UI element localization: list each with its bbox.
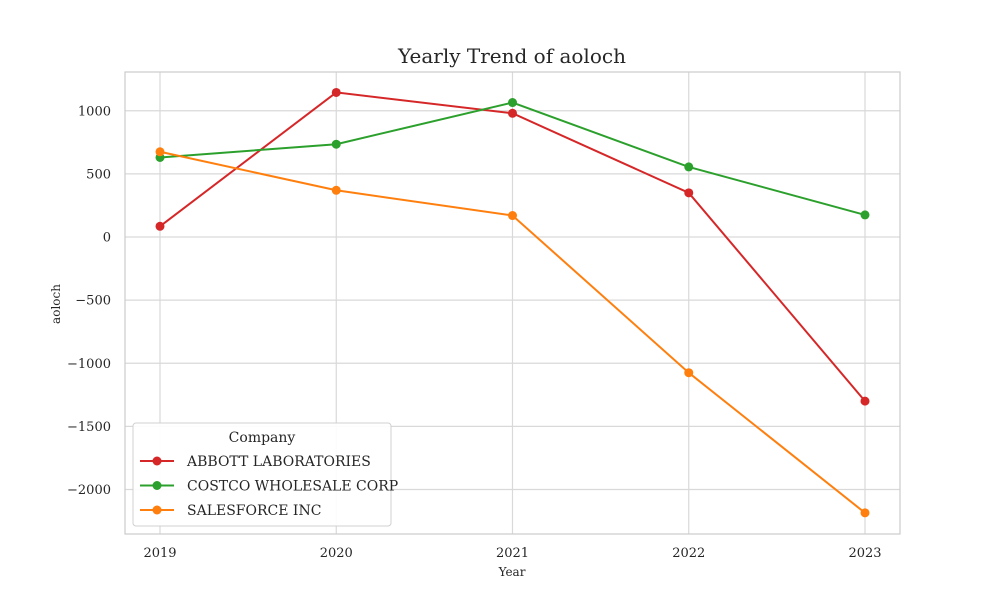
- y-tick-label: −1000: [67, 357, 111, 372]
- x-tick-label: 2020: [320, 546, 353, 561]
- legend-box: [132, 422, 392, 527]
- legend-item: COSTCO WHOLESALE CORP: [140, 479, 398, 495]
- legend-item: ABBOTT LABORATORIES: [140, 454, 371, 470]
- series-2: [155, 147, 870, 518]
- legend-label: ABBOTT LABORATORIES: [186, 454, 371, 470]
- x-tick-label: 2022: [672, 546, 705, 561]
- y-axis-ticks: 1000 500 0 −500 −1000 −1500 −2000: [67, 104, 111, 498]
- y-axis-label: aoloch: [49, 284, 63, 324]
- data-point: [508, 211, 517, 221]
- x-axis-ticks: 2019 2020 2021 2022 2023: [143, 546, 881, 561]
- data-point: [860, 210, 870, 220]
- x-tick-label: 2019: [143, 546, 176, 561]
- x-axis-label: Year: [498, 565, 526, 579]
- legend-items: ABBOTT LABORATORIES COSTCO WHOLESALE CORP…: [140, 454, 398, 519]
- data-point: [684, 162, 694, 172]
- series-0: [155, 87, 870, 406]
- data-point: [860, 508, 870, 518]
- legend-title: Company: [229, 430, 296, 446]
- data-point: [508, 98, 517, 108]
- data-point: [331, 185, 341, 195]
- legend-swatch-marker: [152, 505, 162, 515]
- y-tick-label: −1500: [67, 420, 111, 435]
- data-point: [155, 221, 165, 231]
- legend-item: SALESFORCE INC: [140, 503, 321, 519]
- plot-frame: [124, 71, 901, 535]
- data-point: [684, 368, 694, 378]
- data-point: [331, 139, 341, 149]
- y-tick-label: −2000: [67, 483, 111, 498]
- legend-swatch-marker: [152, 456, 162, 466]
- data-point: [860, 396, 870, 406]
- data-point: [508, 108, 517, 118]
- data-point: [155, 147, 165, 157]
- x-tick-label: 2023: [848, 546, 881, 561]
- chart-title: Yearly Trend of aoloch: [397, 44, 626, 68]
- legend-swatch-marker: [152, 481, 162, 490]
- legend-label: COSTCO WHOLESALE CORP: [187, 479, 398, 495]
- legend-label: SALESFORCE INC: [187, 503, 321, 519]
- data-point: [684, 188, 694, 198]
- data-point: [331, 87, 341, 97]
- y-tick-label: 500: [86, 167, 111, 182]
- y-tick-label: 0: [103, 231, 111, 246]
- legend: Company ABBOTT LABORATORIES COSTCO WHOLES…: [132, 422, 398, 527]
- x-tick-label: 2021: [496, 546, 529, 561]
- series-lines: [155, 87, 870, 518]
- y-tick-label: 1000: [78, 104, 111, 119]
- y-tick-label: −500: [75, 294, 111, 309]
